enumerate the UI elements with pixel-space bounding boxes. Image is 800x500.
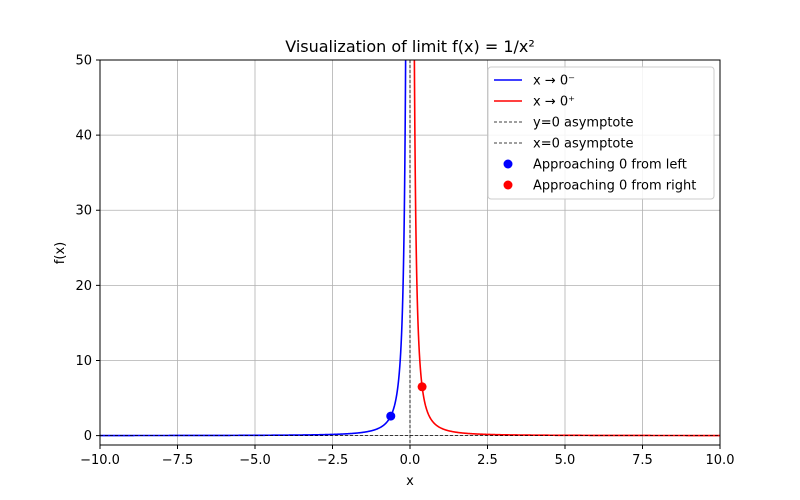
y-tick-label: 50 bbox=[75, 54, 92, 69]
data-point-5 bbox=[417, 382, 427, 392]
legend-label: x → 0⁺ bbox=[533, 95, 575, 110]
plot-area bbox=[100, 60, 720, 445]
legend-marker bbox=[503, 159, 513, 169]
legend-marker bbox=[503, 180, 513, 190]
x-tick-label: −10.0 bbox=[80, 453, 120, 468]
data-point-4 bbox=[386, 411, 396, 421]
x-tick-label: 5.0 bbox=[555, 453, 576, 468]
y-tick-label: 30 bbox=[75, 204, 92, 219]
chart-title: Visualization of limit f(x) = 1/x² bbox=[285, 37, 535, 56]
x-tick-label: 7.5 bbox=[632, 453, 653, 468]
x-tick-label: −5.0 bbox=[239, 453, 271, 468]
y-tick-label: 0 bbox=[84, 429, 92, 444]
series-line-0 bbox=[100, 60, 407, 437]
y-axis-label: f(x) bbox=[53, 242, 68, 264]
legend-label: y=0 asymptote bbox=[533, 116, 633, 131]
legend: x → 0⁻ x → 0⁺ y=0 asymptote x=0 asymptote Ap… bbox=[487, 66, 715, 200]
y-tick-label: 40 bbox=[75, 129, 92, 144]
legend-label: x=0 asymptote bbox=[533, 137, 633, 152]
legend-box bbox=[487, 66, 715, 200]
x-tick-label: 10.0 bbox=[706, 453, 735, 468]
axes: −10.0 −7.5 −5.0 −2.5 0.0 2.5 5.0 7.5 10.0 0 10 20 30… bbox=[75, 54, 734, 469]
y-tick-label: 20 bbox=[75, 279, 92, 294]
x-tick-label: −2.5 bbox=[317, 453, 349, 468]
y-tick-label: 10 bbox=[75, 354, 92, 369]
legend-label: Approaching 0 from left bbox=[533, 158, 687, 173]
x-axis-label: x bbox=[406, 474, 414, 489]
legend-label: x → 0⁻ bbox=[533, 74, 575, 89]
x-tick-label: 0.0 bbox=[400, 453, 421, 468]
legend-label: Approaching 0 from right bbox=[533, 179, 696, 194]
x-tick-label: −7.5 bbox=[162, 453, 194, 468]
x-tick-label: 2.5 bbox=[477, 453, 498, 468]
